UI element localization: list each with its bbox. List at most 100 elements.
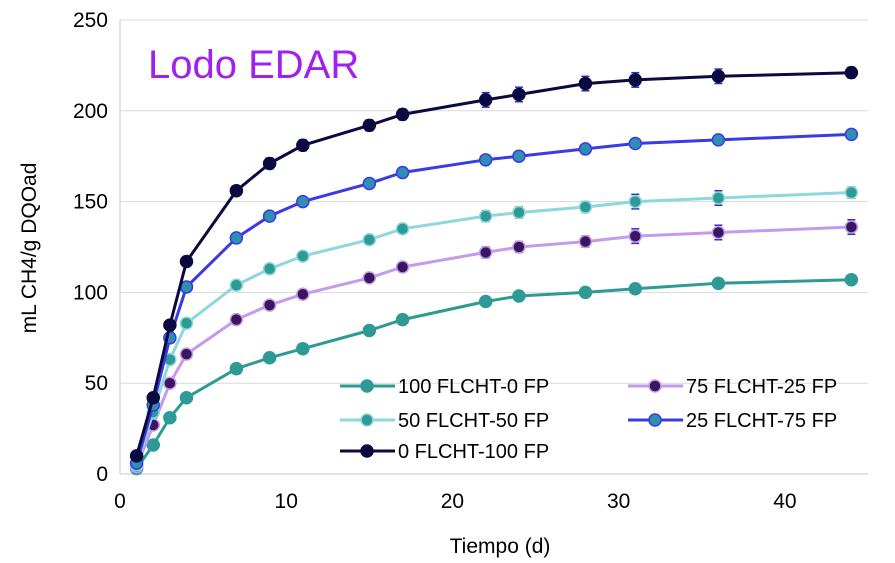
axes xyxy=(119,20,868,475)
data-point xyxy=(478,245,493,260)
legend-swatch-marker xyxy=(648,413,662,427)
data-point xyxy=(296,138,310,153)
legend-label: 25 FLCHT-75 FP xyxy=(686,410,837,432)
data-point xyxy=(578,234,593,249)
legend-label: 75 FLCHT-25 FP xyxy=(686,376,837,398)
data-point xyxy=(478,294,493,309)
data-point xyxy=(512,87,526,102)
data-point xyxy=(628,229,643,243)
data-point xyxy=(362,176,377,191)
data-point xyxy=(711,133,726,147)
data-point xyxy=(179,254,194,269)
legend-swatch-marker xyxy=(648,379,662,393)
data-point xyxy=(478,153,493,167)
data-point xyxy=(578,142,593,156)
x-axis-title: Tiempo (d) xyxy=(450,535,551,558)
data-point xyxy=(844,272,859,287)
data-point xyxy=(262,262,277,276)
data-point xyxy=(229,361,244,376)
x-tick-label: 0 xyxy=(114,490,126,513)
series-5 xyxy=(129,65,859,463)
y-tick-label: 150 xyxy=(73,191,108,214)
data-point xyxy=(229,183,244,198)
data-point xyxy=(163,376,177,390)
x-tick-label: 10 xyxy=(275,490,298,513)
legend-item: 100 FLCHT-0 FP xyxy=(340,376,549,398)
data-point xyxy=(578,200,593,214)
data-point xyxy=(711,69,726,84)
data-point xyxy=(296,249,310,263)
legend-swatch-marker xyxy=(360,379,374,393)
x-tick-label: 20 xyxy=(441,490,464,513)
data-point xyxy=(179,390,194,405)
data-point xyxy=(179,316,194,331)
legend: 100 FLCHT-0 FP 75 FLCHT-25 FP 50 FLCHT-50 … xyxy=(340,376,837,463)
data-point xyxy=(362,271,377,285)
y-tick-label: 100 xyxy=(73,281,108,304)
data-point xyxy=(129,449,144,463)
y-tick-label: 200 xyxy=(73,100,108,123)
data-point xyxy=(628,73,643,87)
y-tick-label: 50 xyxy=(85,372,108,395)
data-point xyxy=(362,323,377,338)
data-point xyxy=(844,220,859,234)
data-point xyxy=(844,185,859,200)
data-point xyxy=(628,194,643,209)
legend-item: 0 FLCHT-100 FP xyxy=(340,441,549,463)
series-layer xyxy=(129,65,859,476)
data-point xyxy=(229,312,244,327)
data-point xyxy=(711,276,726,291)
legend-item: 25 FLCHT-75 FP xyxy=(628,410,837,432)
gridlines xyxy=(120,19,868,384)
legend-label: 0 FLCHT-100 FP xyxy=(398,441,549,463)
data-point xyxy=(578,76,593,91)
series-3 xyxy=(129,185,859,472)
series-2 xyxy=(129,219,859,474)
x-tick-label: 40 xyxy=(773,490,796,513)
data-point xyxy=(262,351,277,365)
data-point xyxy=(512,289,526,303)
legend-label: 50 FLCHT-50 FP xyxy=(398,410,549,432)
data-point xyxy=(262,298,277,312)
data-point xyxy=(146,390,160,405)
tick-labels: 0 50 100 150 200 250 0 10 20 30 40 xyxy=(73,9,797,513)
data-point xyxy=(395,260,410,274)
data-point xyxy=(628,282,643,296)
data-point xyxy=(362,118,377,133)
data-point xyxy=(262,209,277,223)
legend-item: 75 FLCHT-25 FP xyxy=(628,376,837,398)
data-point xyxy=(711,225,726,240)
y-tick-label: 250 xyxy=(73,9,108,32)
data-point xyxy=(229,231,244,245)
chart-title: Lodo EDAR xyxy=(148,43,359,87)
data-point xyxy=(262,156,277,171)
data-point xyxy=(711,191,726,205)
data-point xyxy=(478,209,493,223)
data-point xyxy=(512,205,526,220)
data-point xyxy=(163,318,177,332)
data-point xyxy=(512,149,526,163)
legend-item: 50 FLCHT-50 FP xyxy=(340,410,549,432)
data-point xyxy=(296,341,310,356)
data-point xyxy=(578,285,593,300)
y-tick-label: 0 xyxy=(96,463,108,486)
data-point xyxy=(146,438,160,452)
data-point xyxy=(844,65,859,80)
data-point xyxy=(512,240,526,254)
data-point xyxy=(395,222,410,236)
data-point xyxy=(395,165,410,180)
data-point xyxy=(229,278,244,292)
x-tick-label: 30 xyxy=(607,490,630,513)
data-point xyxy=(478,93,493,107)
series-1 xyxy=(129,272,859,476)
data-point xyxy=(628,136,643,151)
data-point xyxy=(296,194,310,209)
data-point xyxy=(362,232,377,247)
series-line xyxy=(135,71,852,457)
data-point xyxy=(296,287,310,301)
data-point xyxy=(395,312,410,327)
data-point xyxy=(395,107,410,122)
legend-swatch-marker xyxy=(360,413,374,427)
data-point xyxy=(179,347,194,361)
